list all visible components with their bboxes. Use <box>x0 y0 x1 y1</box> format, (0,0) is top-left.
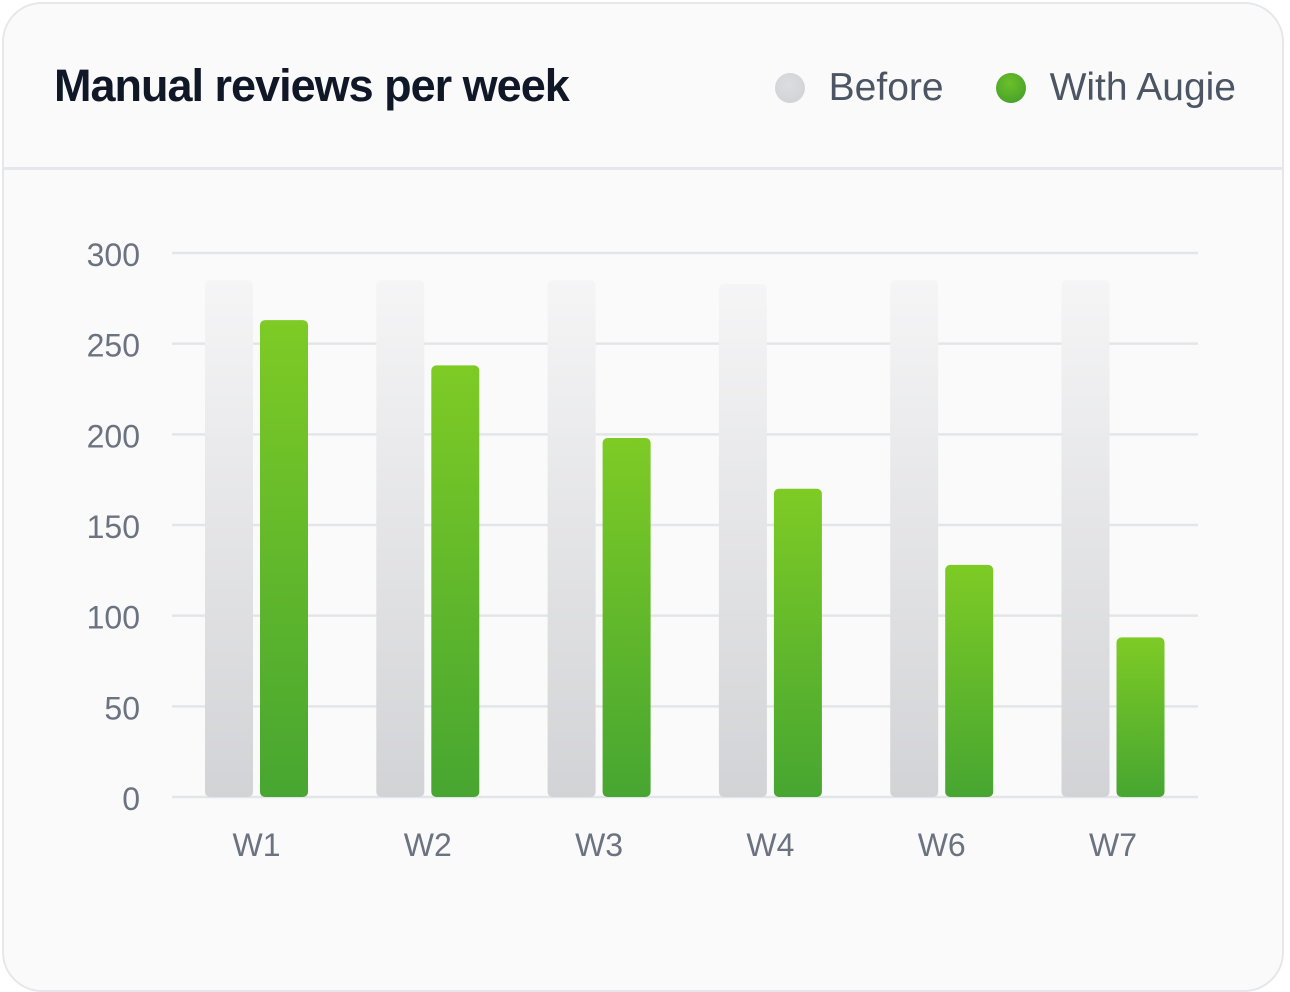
bar-chart: 0 50 100 150 200 250 300 W1 W2 W3 W4 W6 W7 <box>87 237 1198 863</box>
x-tick-label: W1 <box>233 827 281 863</box>
x-tick-label: W4 <box>746 827 794 863</box>
bar-before-w6 <box>890 280 939 797</box>
bar-before-w4 <box>718 283 767 797</box>
bars <box>205 280 1165 797</box>
gridlines <box>172 251 1198 799</box>
legend-swatch-before <box>774 73 805 103</box>
bar-before-w2 <box>376 280 425 797</box>
y-tick-label: 150 <box>87 509 140 545</box>
x-tick-label: W3 <box>575 827 623 863</box>
legend-label-with-augie: With Augie <box>1049 66 1236 109</box>
legend-item-before: Before <box>774 66 944 110</box>
y-tick-label: 200 <box>87 418 140 454</box>
bar-with-augie-w6 <box>945 564 994 797</box>
legend-item-with-augie: With Augie <box>995 66 1236 110</box>
y-tick-label: 100 <box>87 600 140 636</box>
bar-with-augie-w4 <box>773 488 822 797</box>
card-header: Manual reviews per week Before With Augi… <box>4 4 1282 170</box>
legend-label-before: Before <box>828 66 944 109</box>
bar-before-w7 <box>1061 280 1110 797</box>
bar-with-augie-w1 <box>260 320 308 797</box>
chart-title: Manual reviews per week <box>54 60 570 111</box>
legend-swatch-with-augie <box>995 73 1026 103</box>
y-tick-label: 50 <box>104 690 140 726</box>
bar-before-w1 <box>205 280 253 797</box>
bar-with-augie-w3 <box>602 437 651 797</box>
y-tick-label: 250 <box>87 328 140 364</box>
bar-before-w3 <box>547 280 596 797</box>
x-tick-label: W7 <box>1089 827 1137 863</box>
y-axis-ticks: 0 50 100 150 200 250 300 <box>87 237 140 817</box>
bar-with-augie-w7 <box>1116 637 1165 797</box>
x-tick-label: W6 <box>918 827 966 863</box>
x-tick-label: W2 <box>404 827 452 863</box>
y-tick-label: 300 <box>87 237 140 273</box>
chart-legend: Before With Augie <box>774 66 1236 110</box>
bar-with-augie-w2 <box>431 365 480 797</box>
x-axis-ticks: W1 W2 W3 W4 W6 W7 <box>233 827 1138 863</box>
y-tick-label: 0 <box>122 781 140 817</box>
